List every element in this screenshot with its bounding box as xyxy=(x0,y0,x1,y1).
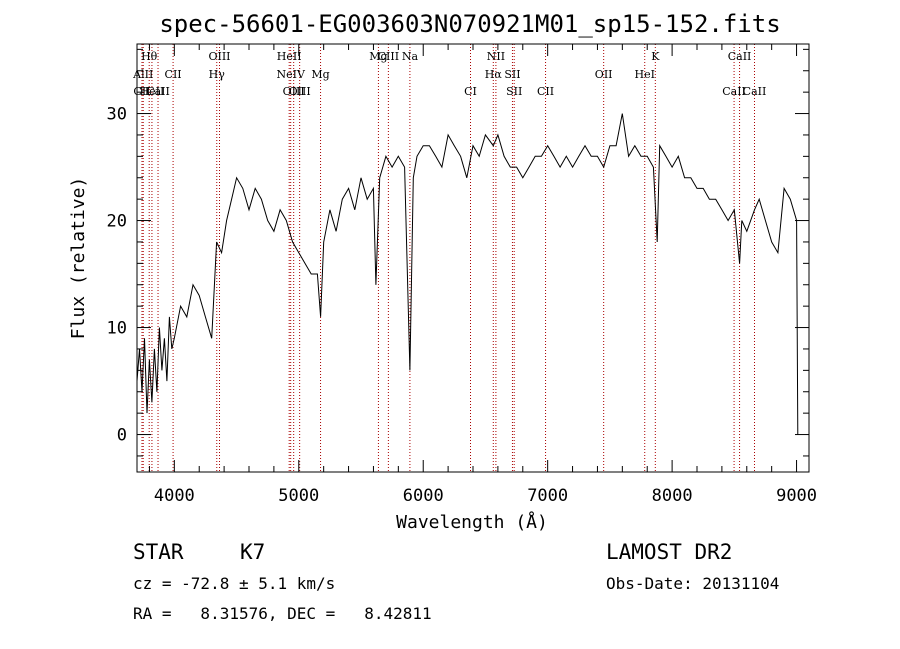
x-tick-label: 7000 xyxy=(527,486,568,506)
x-tick-label: 8000 xyxy=(652,486,693,506)
spectral-line-label: CII xyxy=(165,68,182,81)
redshift-cz: cz = -72.8 ± 5.1 km/s xyxy=(133,574,335,593)
y-axis-label: Flux (relative) xyxy=(68,177,89,340)
x-tick-label: 5000 xyxy=(278,486,319,506)
spectral-line-label: OIII xyxy=(208,50,230,63)
y-tick-label: 10 xyxy=(107,319,127,339)
obs-date: Obs-Date: 20131104 xyxy=(606,574,779,593)
plot-frame xyxy=(136,43,810,473)
spectral-line-label: HeII xyxy=(140,85,165,98)
chart-title: spec-56601-EG003603N070921M01_sp15-152.f… xyxy=(159,10,780,38)
spectral-line-label: OIII xyxy=(283,85,305,98)
spectral-line-label: CI xyxy=(464,85,477,98)
object-subclass: K7 xyxy=(240,540,265,564)
spectral-line-label: CIII xyxy=(378,50,399,63)
spectral-line-label: Hα xyxy=(485,68,503,81)
spectral-line-markers xyxy=(141,44,755,472)
y-tick-label: 0 xyxy=(117,426,127,446)
spectral-line-label: Mg xyxy=(311,68,329,81)
spectral-line-label: CaII xyxy=(146,85,170,98)
spectral-line-label: HeI xyxy=(635,68,655,81)
y-tick-label: 30 xyxy=(107,105,127,125)
spectral-line-label: SII xyxy=(504,68,520,81)
axis-ticks: 4000 5000 6000 7000 8000 9000 0 10 20 30 xyxy=(107,44,817,506)
x-tick-label: 4000 xyxy=(154,486,195,506)
spectral-line-label: CII xyxy=(133,85,150,98)
survey-name: LAMOST DR2 xyxy=(606,540,732,564)
spectral-line-label: OIII xyxy=(289,85,311,98)
spectral-line-label: K xyxy=(651,50,660,63)
x-axis-label: Wavelength (Å) xyxy=(396,511,548,533)
spectrum-line xyxy=(136,113,799,435)
spectral-line-label: CaII xyxy=(743,85,767,98)
object-class: STAR xyxy=(133,540,184,564)
spectral-line-label: Mg xyxy=(369,50,387,63)
spectral-line-label: AlII xyxy=(132,68,153,81)
spectral-line-label: CII xyxy=(537,85,554,98)
spectral-line-label: SII xyxy=(506,85,522,98)
coordinates: RA = 8.31576, DEC = 8.42811 xyxy=(133,604,432,623)
y-tick-label: 20 xyxy=(107,212,127,232)
spectral-line-label: Hθ xyxy=(141,50,158,63)
x-tick-label: 6000 xyxy=(403,486,444,506)
spectral-line-label: Hγ xyxy=(209,68,226,81)
spectral-line-label: HeII xyxy=(277,50,302,63)
spectral-line-labels: HθAlIICIIHeIICaIICIIOIIIHγHeIINeIVOIIIOI… xyxy=(132,50,766,98)
spectral-line-label: CaII xyxy=(722,85,746,98)
x-tick-label: 9000 xyxy=(776,486,817,506)
spectral-line-label: NeIV xyxy=(276,68,305,81)
spectral-line-label: OII xyxy=(595,68,613,81)
spectral-line-label: Na xyxy=(402,50,419,63)
spectral-line-label: CaII xyxy=(728,50,752,63)
spectral-line-label: NII xyxy=(487,50,505,63)
spectrum-series xyxy=(136,113,799,435)
